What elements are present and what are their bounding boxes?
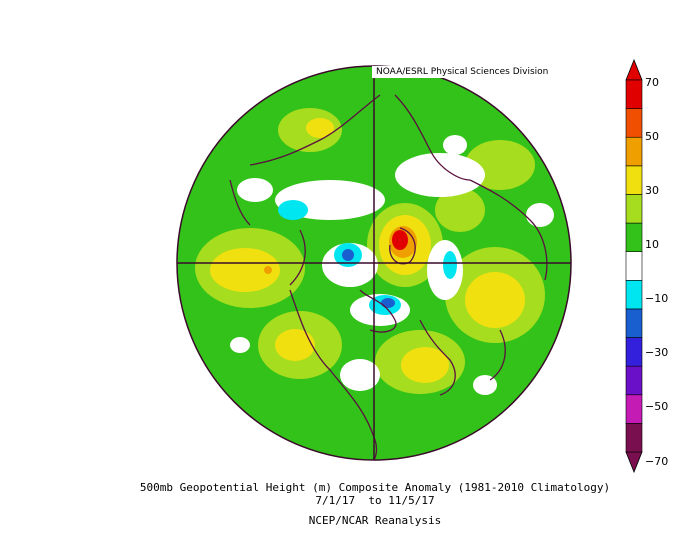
colorbar-tick: 30 xyxy=(645,184,659,197)
colorbar-cell xyxy=(625,108,643,138)
caption-title: 500mb Geopotential Height (m) Composite … xyxy=(139,481,611,494)
colorbar-tick: −70 xyxy=(645,455,669,468)
colorbar-cell xyxy=(625,365,643,396)
colorbar-cell xyxy=(625,423,643,453)
credit-label: NOAA/ESRL Physical Sciences Division xyxy=(372,66,553,78)
colorbar-cell xyxy=(625,394,643,424)
colorbar-cell xyxy=(625,337,643,367)
colorbar-tick: −10 xyxy=(645,292,669,305)
colorbar-tick: −50 xyxy=(645,400,669,413)
colorbar xyxy=(625,58,643,474)
colorbar-cell xyxy=(625,136,643,167)
colorbar-cell xyxy=(625,194,643,224)
colorbar-tick: −30 xyxy=(645,346,669,359)
caption-source: NCEP/NCAR Reanalysis xyxy=(308,514,442,527)
colorbar-cell xyxy=(625,280,643,310)
colorbar-tick: 70 xyxy=(645,76,659,89)
colorbar-tick: 50 xyxy=(645,130,659,143)
colorbar-cell xyxy=(625,222,643,252)
colorbar-cell xyxy=(625,79,643,109)
caption-dates: 7/1/17 to 11/5/17 xyxy=(315,494,435,507)
colorbar-cell xyxy=(625,308,643,338)
colorbar-tick: 10 xyxy=(645,238,659,251)
colorbar-cell xyxy=(625,165,643,195)
colorbar-cell xyxy=(625,251,643,281)
